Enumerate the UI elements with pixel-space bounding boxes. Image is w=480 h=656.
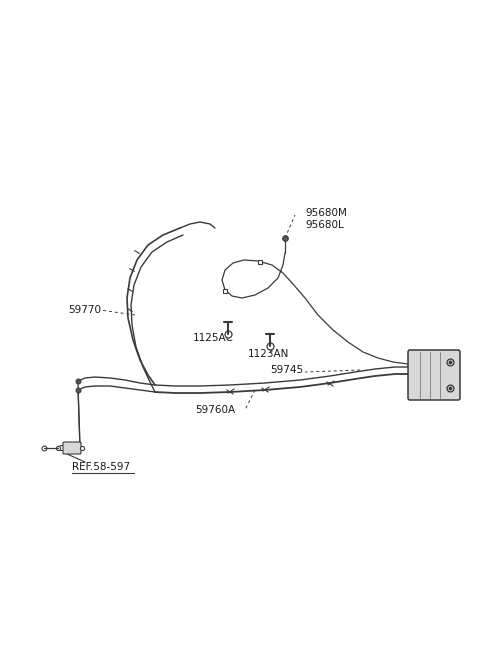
Text: 95680M
95680L: 95680M 95680L bbox=[305, 208, 347, 230]
Text: 1125AC: 1125AC bbox=[193, 333, 234, 343]
FancyBboxPatch shape bbox=[408, 350, 460, 400]
Text: 59770: 59770 bbox=[68, 305, 101, 315]
Text: 59745: 59745 bbox=[270, 365, 303, 375]
Text: 1123AN: 1123AN bbox=[248, 349, 289, 359]
Ellipse shape bbox=[58, 445, 66, 451]
Text: 59760A: 59760A bbox=[195, 405, 235, 415]
FancyBboxPatch shape bbox=[63, 442, 81, 454]
Text: REF.58-597: REF.58-597 bbox=[72, 462, 130, 472]
